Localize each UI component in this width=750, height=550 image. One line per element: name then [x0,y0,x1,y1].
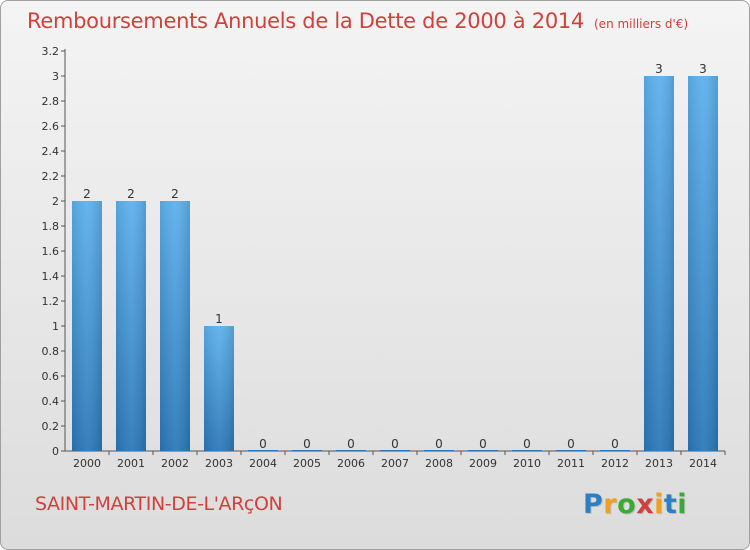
bar [512,450,542,451]
y-tick-label: 3 [52,70,59,83]
bar [556,450,586,451]
y-tick-label: 0 [52,445,59,458]
x-tick-label: 2006 [337,457,365,470]
x-tick-label: 2000 [73,457,101,470]
logo-letter: r [603,489,618,520]
logo-letter: o [617,489,637,520]
y-tick-label: 2.4 [42,145,60,158]
y-tick-label: 1.8 [42,220,60,233]
data-label: 0 [347,437,355,451]
x-tick-label: 2014 [689,457,717,470]
bar-shade [688,76,718,451]
logo-letter: i [677,489,688,520]
logo-letter: x [636,489,655,520]
bar-shade [72,201,102,451]
x-tick-label: 2010 [513,457,541,470]
x-tick-label: 2003 [205,457,233,470]
bar-shade [116,201,146,451]
bar [292,450,322,451]
x-tick-label: 2002 [161,457,189,470]
data-label: 0 [391,437,399,451]
logo-letter: P [583,489,604,520]
bars [72,76,718,451]
data-label: 0 [259,437,267,451]
bar-shade [644,76,674,451]
bar-shade [204,326,234,451]
x-tick-label: 2001 [117,457,145,470]
y-tick-label: 1.6 [42,245,60,258]
y-tick-label: 2.2 [42,170,60,183]
x-tick-label: 2004 [249,457,277,470]
y-tick-label: 3.2 [42,45,60,58]
y-tick-label: 0.8 [42,345,60,358]
proxiti-logo[interactable]: Proxiti [583,489,687,520]
chart-title: Remboursements Annuels de la Dette de 20… [27,9,688,33]
y-tick-label: 2.8 [42,95,60,108]
data-label: 2 [127,187,135,201]
y-tick-label: 1 [52,320,59,333]
bar [424,450,454,451]
data-label: 0 [567,437,575,451]
x-tick-label: 2008 [425,457,453,470]
y-tick-label: 0.2 [42,420,60,433]
x-tick-label: 2005 [293,457,321,470]
logo-letter: i [654,489,664,520]
bar [380,450,410,451]
x-tick-label: 2011 [557,457,585,470]
bar [336,450,366,451]
data-label: 0 [611,437,619,451]
data-label: 0 [523,437,531,451]
data-label: 3 [655,62,663,76]
x-tick-label: 2009 [469,457,497,470]
bar [600,450,630,451]
data-label: 3 [699,62,707,76]
x-tick-label: 2013 [645,457,673,470]
data-label: 0 [479,437,487,451]
y-tick-label: 0.4 [42,395,60,408]
y-tick-label: 2 [52,195,59,208]
bar-shade [160,201,190,451]
x-tick-label: 2007 [381,457,409,470]
data-label: 2 [83,187,91,201]
axes: 0 0.2 0.4 0.6 0.8 1 1.2 1.4 1.6 1.8 2 2.2 2.4 2.6 2.8 3… [42,45,726,470]
y-tick-label: 0.6 [42,370,60,383]
data-label: 0 [303,437,311,451]
chart-title-text: Remboursements Annuels de la Dette de 20… [27,9,584,33]
data-labels: 2 2 2 1 0 0 0 0 0 0 0 0 0 3 3 [83,62,707,451]
commune-name: SAINT-MARTIN-DE-L'ARçON [35,493,283,515]
bar [248,450,278,451]
x-tick-label: 2012 [601,457,629,470]
chart-subtitle: (en milliers d'€) [594,17,689,31]
data-label: 2 [171,187,179,201]
data-label: 0 [435,437,443,451]
data-label: 1 [215,312,223,326]
y-tick-label: 1.4 [42,270,60,283]
logo-letter: t [663,489,678,520]
y-tick-label: 2.6 [42,120,60,133]
y-tick-label: 1.2 [42,295,60,308]
bar [468,450,498,451]
